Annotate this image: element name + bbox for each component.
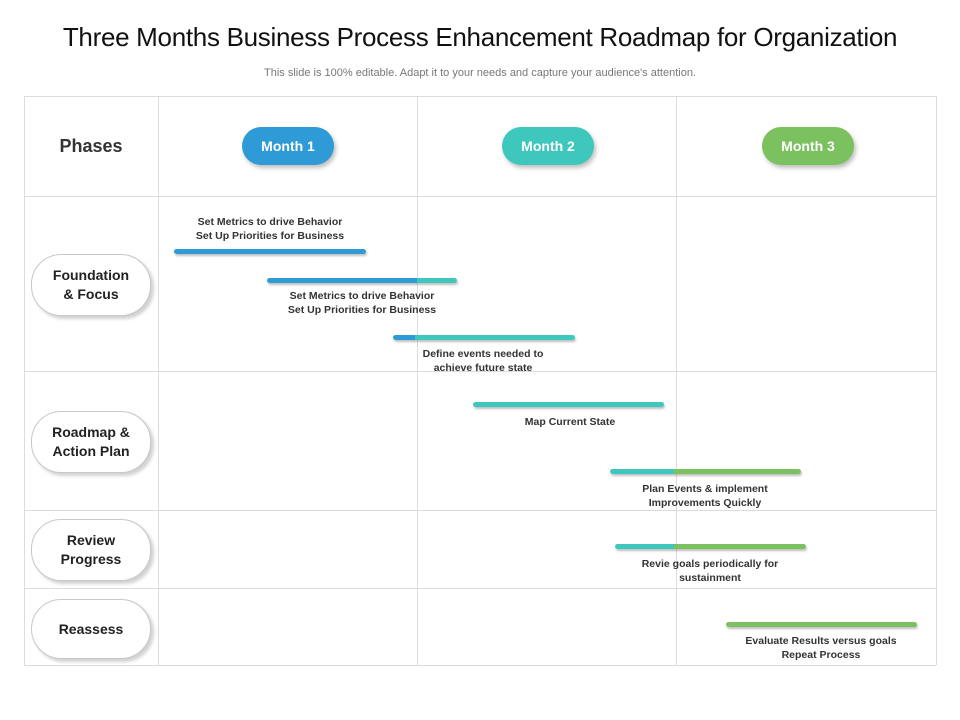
task-label: Define events needed to achieve future s… [422,348,544,374]
task-bar [726,622,917,627]
task-label: Plan Events & implement Improvements Qui… [642,483,768,509]
grid-line [24,96,936,97]
task-label: Evaluate Results versus goals Repeat Pro… [745,635,897,661]
task-label: Map Current State [524,416,616,428]
grid-line [24,196,936,197]
grid-line [24,96,25,665]
task-label: Set Metrics to drive Behavior Set Up Pri… [287,290,437,316]
grid-line [24,588,936,589]
grid-line [417,96,418,665]
phase-roadmap-action-plan: Roadmap & Action Plan [31,411,151,473]
task-bar [615,544,806,549]
task-bar [610,469,801,474]
task-bar [267,278,457,283]
task-label: Set Metrics to drive Behavior Set Up Pri… [195,216,345,242]
grid-line [24,371,936,372]
task-label: Revie goals periodically for sustainment [641,558,779,584]
page-subtitle: This slide is 100% editable. Adapt it to… [264,67,696,79]
month-2-pill: Month 2 [502,127,594,165]
grid-line [24,510,936,511]
month-1-pill: Month 1 [242,127,334,165]
phase-review-progress: Review Progress [31,519,151,581]
phases-header: Phases [59,135,123,156]
task-bar [473,402,664,407]
page-title: Three Months Business Process Enhancemen… [62,22,898,52]
grid-line [24,665,936,666]
grid-line [676,96,677,665]
phase-reassess: Reassess [31,599,151,659]
month-3-pill: Month 3 [762,127,854,165]
task-bar [393,335,575,340]
phase-foundation-focus: Foundation & Focus [31,254,151,316]
grid-line [936,96,937,665]
task-bar [174,249,366,254]
grid-line [158,96,159,665]
